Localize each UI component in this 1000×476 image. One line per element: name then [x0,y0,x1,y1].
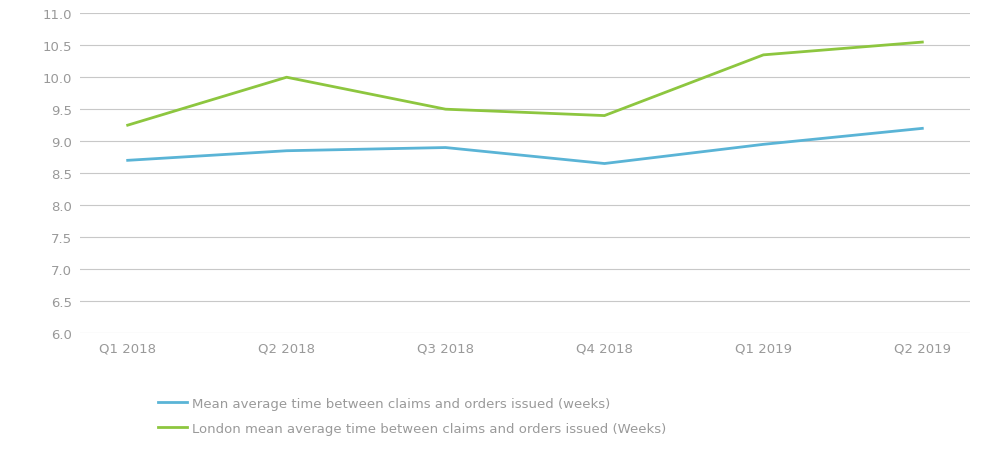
London mean average time between claims and orders issued (Weeks) [281,75,293,81]
Mean average time between claims and orders issued (weeks) [281,149,293,154]
Line: Mean average time between claims and orders issued (weeks): Mean average time between claims and ord… [128,129,922,164]
Mean average time between claims and orders issued (weeks) [122,158,134,164]
London mean average time between claims and orders issued (Weeks) [598,113,610,119]
Line: London mean average time between claims and orders issued (Weeks): London mean average time between claims … [128,43,922,126]
Mean average time between claims and orders issued (weeks) [916,126,928,132]
Legend: Mean average time between claims and orders issued (weeks), London mean average : Mean average time between claims and ord… [158,397,666,435]
Mean average time between claims and orders issued (weeks) [440,145,452,151]
London mean average time between claims and orders issued (Weeks) [916,40,928,46]
London mean average time between claims and orders issued (Weeks) [757,53,769,59]
London mean average time between claims and orders issued (Weeks) [440,107,452,113]
Mean average time between claims and orders issued (weeks) [757,142,769,148]
Mean average time between claims and orders issued (weeks) [598,161,610,167]
London mean average time between claims and orders issued (Weeks) [122,123,134,129]
